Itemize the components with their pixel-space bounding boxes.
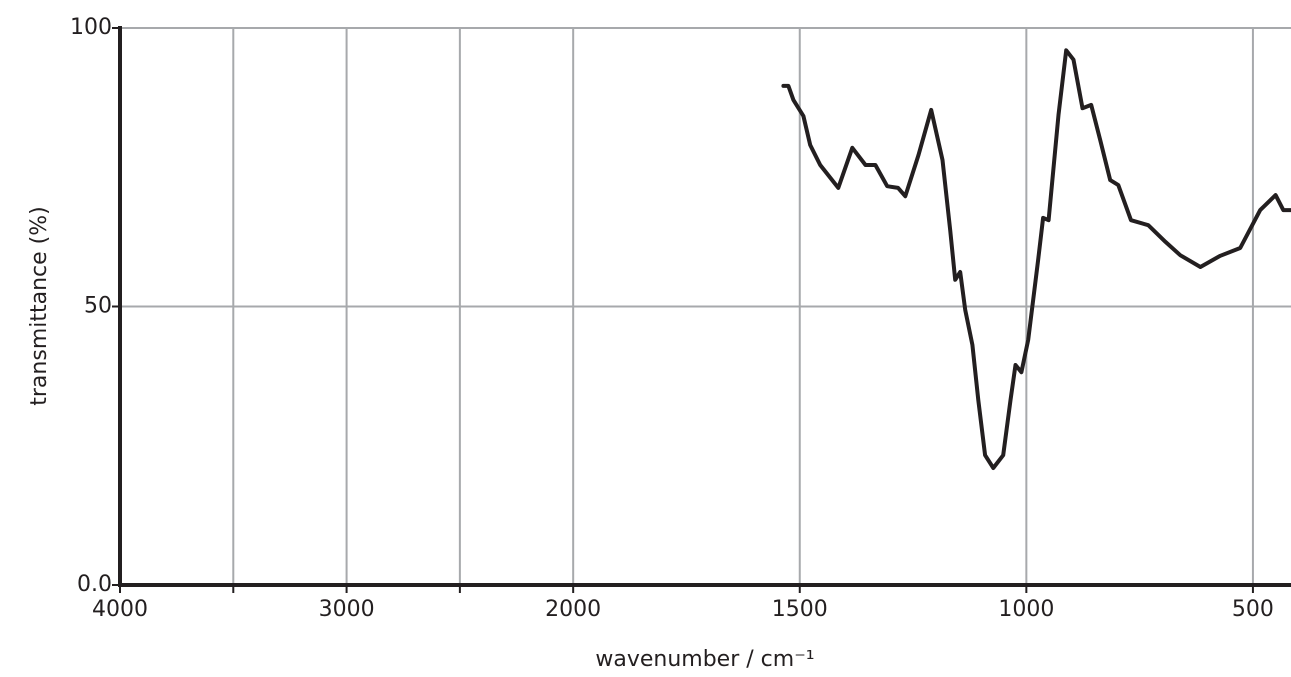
x-tick-label: 1000 bbox=[998, 597, 1054, 622]
y-tick-label: 100 bbox=[70, 15, 112, 40]
x-tick-label: 1500 bbox=[772, 597, 828, 622]
x-tick-label: 3000 bbox=[319, 597, 375, 622]
x-axis-label: wavenumber / cm⁻¹ bbox=[595, 647, 814, 672]
x-tick-label: 4000 bbox=[92, 597, 148, 622]
spectrum-line bbox=[781, 48, 1291, 470]
x-tick-label: 2000 bbox=[545, 597, 601, 622]
y-tick-label: 0.0 bbox=[77, 572, 112, 597]
y-axis-label: transmittance (%) bbox=[27, 206, 52, 405]
y-tick-label: 50 bbox=[84, 294, 112, 319]
x-tick-label: 500 bbox=[1232, 597, 1274, 622]
